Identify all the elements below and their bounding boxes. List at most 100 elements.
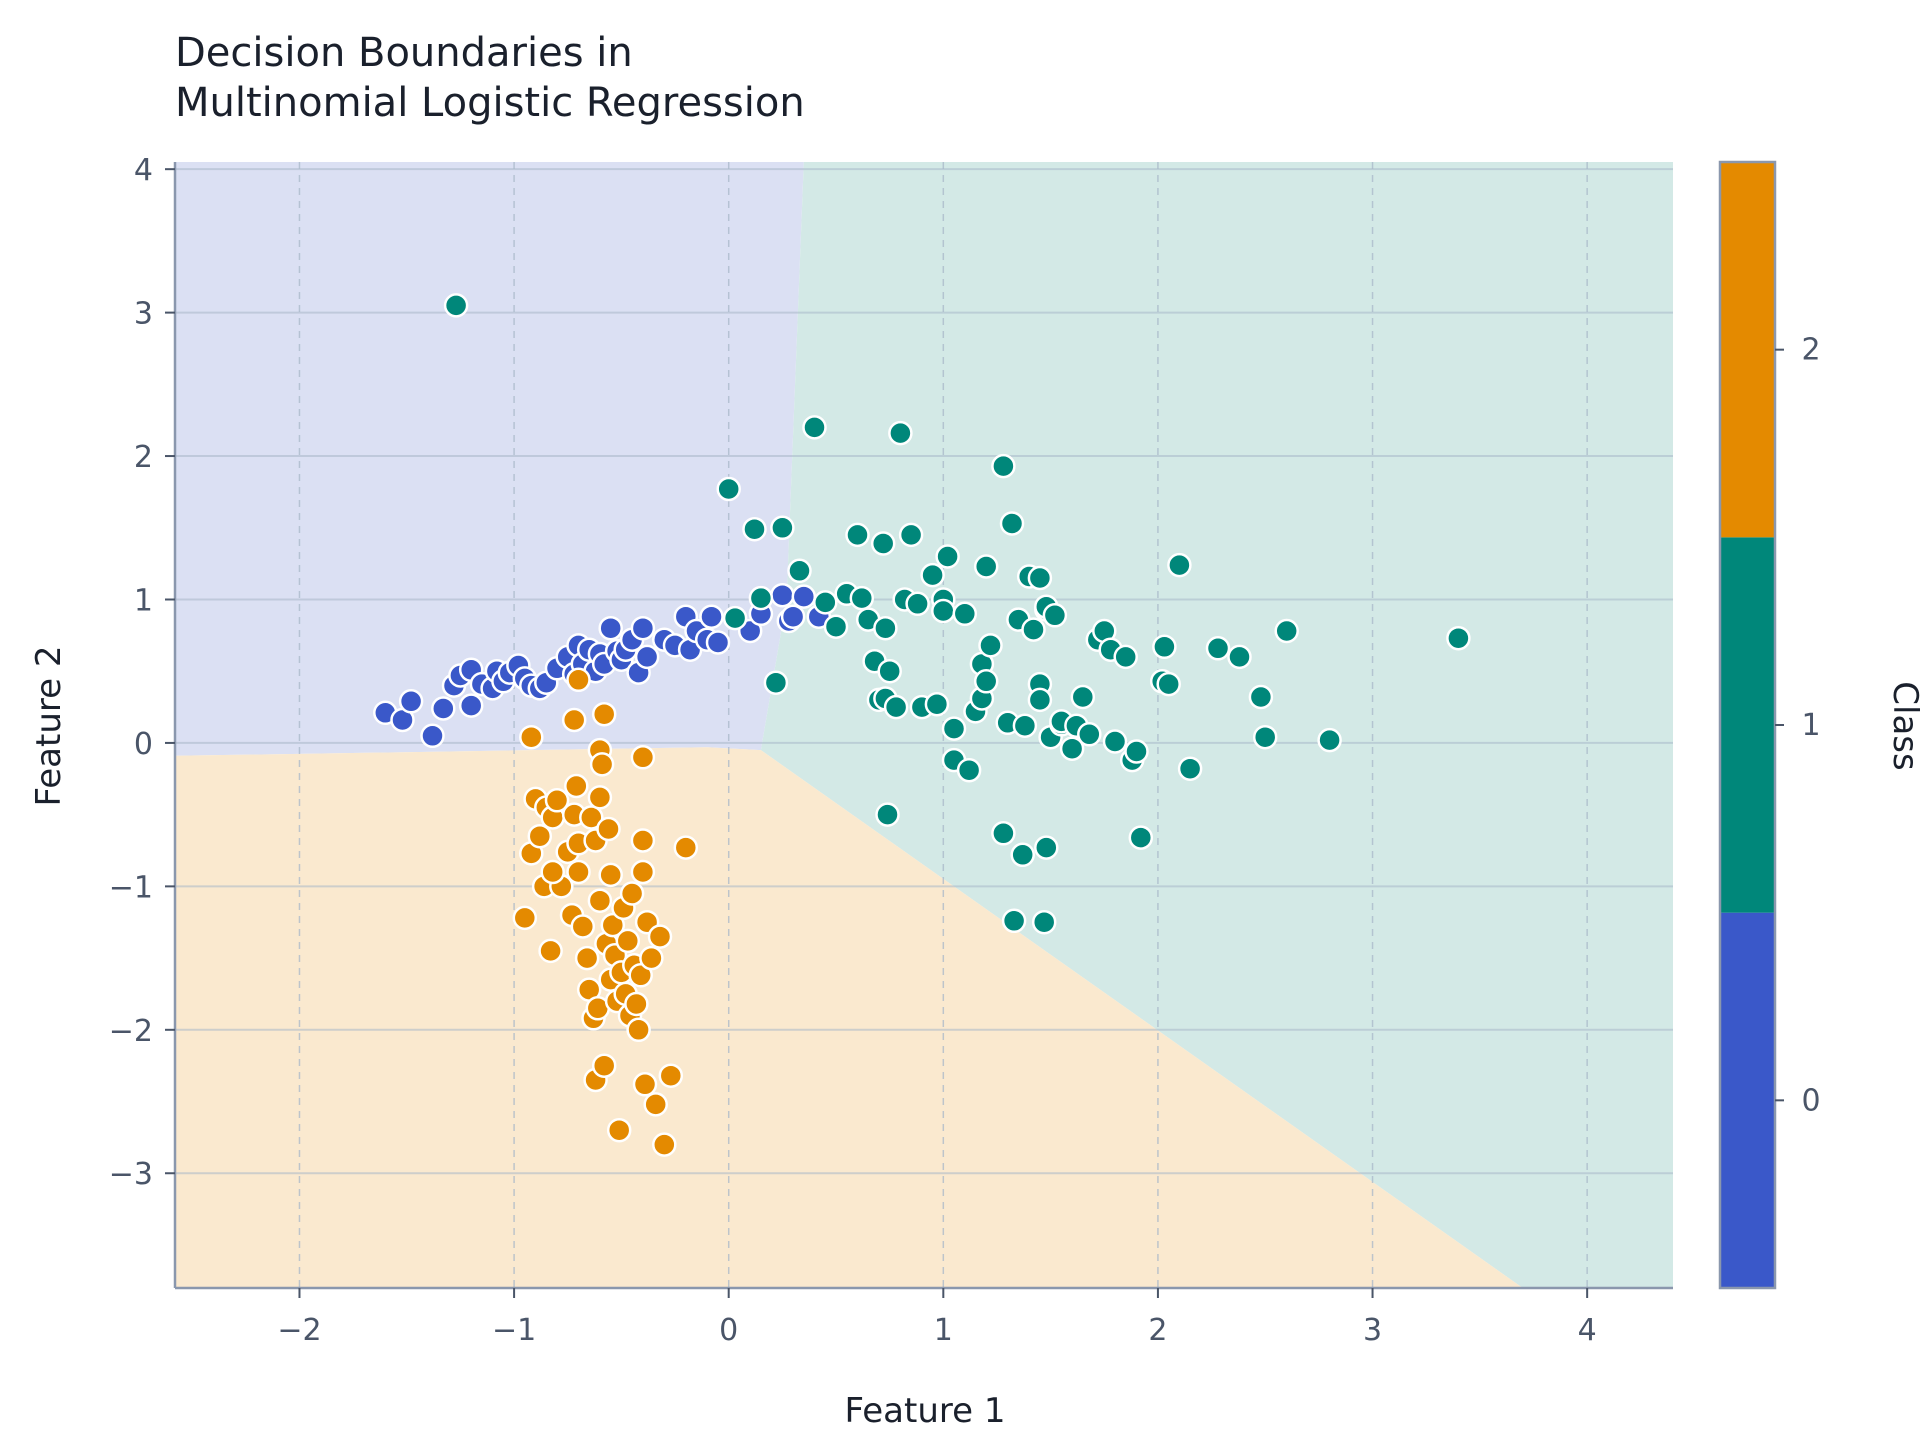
scatter-point-class-0 xyxy=(699,604,724,629)
scatter-point-class-1 xyxy=(845,522,870,548)
scatter-point-class-1 xyxy=(1205,636,1231,661)
scatter-point-class-0 xyxy=(634,644,660,670)
scatter-point-class-1 xyxy=(1077,722,1102,747)
y-tick-label: −3 xyxy=(109,1157,153,1192)
scatter-point-class-2 xyxy=(566,667,591,693)
scatter-point-class-1 xyxy=(1248,684,1274,710)
scatter-point-class-1 xyxy=(973,554,999,579)
y-tick-label: 2 xyxy=(134,440,153,475)
scatter-point-class-2 xyxy=(540,859,565,885)
decision-region-class-1 xyxy=(760,162,1673,1288)
scatter-point-class-2 xyxy=(639,945,664,971)
scatter-point-class-0 xyxy=(630,615,656,641)
scatter-point-class-0 xyxy=(398,689,424,714)
scatter-point-class-2 xyxy=(630,859,656,885)
scatter-point-class-1 xyxy=(770,515,795,541)
y-axis-label: Feature 2 xyxy=(29,646,69,807)
scatter-point-class-2 xyxy=(591,701,617,727)
x-tick-label: 0 xyxy=(719,1313,738,1348)
colorbar-segment-class-2 xyxy=(1720,162,1775,538)
scatter-point-class-1 xyxy=(1059,736,1085,761)
grid-lines xyxy=(175,162,1673,1288)
scatter-point-class-1 xyxy=(941,716,967,741)
scatter-point-class-2 xyxy=(628,963,653,988)
scatter-point-class-2 xyxy=(596,816,621,842)
scatter-point-class-1 xyxy=(1113,644,1138,670)
scatter-point-class-1 xyxy=(716,476,741,502)
colorbar-ticks: 0 1 2 xyxy=(1775,333,1821,1118)
scatter-point-class-1 xyxy=(875,802,900,827)
scatter-point-class-1 xyxy=(1034,835,1059,860)
x-axis-label: Feature 1 xyxy=(845,1391,1006,1431)
x-tick-label: 4 xyxy=(1578,1313,1597,1348)
scatter-point-class-2 xyxy=(598,862,623,888)
scatter-point-class-2 xyxy=(647,924,673,949)
scatter-point-class-1 xyxy=(877,658,902,684)
scatter-point-class-2 xyxy=(624,991,649,1017)
scatter-point-class-1 xyxy=(924,691,950,717)
scatter-point-class-1 xyxy=(931,598,956,624)
scatter-point-class-1 xyxy=(748,585,774,611)
scatter-point-class-1 xyxy=(1102,729,1128,754)
y-tick-label: −1 xyxy=(109,870,153,905)
colorbar-segment-class-0 xyxy=(1720,912,1775,1288)
decision-regions xyxy=(175,162,1673,1288)
scatter-point-class-1 xyxy=(763,670,789,695)
scatter-point-class-0 xyxy=(705,630,731,655)
scatter-point-class-0 xyxy=(598,615,623,641)
scatter-point-class-1 xyxy=(999,511,1025,536)
scatter-point-class-1 xyxy=(1124,739,1149,764)
chart-title: Decision Boundaries in Multinomial Logis… xyxy=(175,30,805,126)
colorbar-segment-class-1 xyxy=(1720,537,1775,913)
scatter-point-class-0 xyxy=(431,696,456,721)
y-tick-label: 3 xyxy=(134,297,153,332)
scatter-point-class-1 xyxy=(870,531,896,556)
scatter-point-class-2 xyxy=(574,945,600,971)
scatter-point-class-1 xyxy=(905,591,930,617)
scatter-point-class-1 xyxy=(973,669,999,694)
scatter-point-class-1 xyxy=(991,821,1016,846)
scatter-point-class-2 xyxy=(652,1132,677,1157)
colorbar-label: Class xyxy=(1885,681,1920,770)
scatter-point-class-1 xyxy=(1027,565,1053,591)
scatter-point-class-1 xyxy=(1012,713,1038,738)
scatter-point-class-1 xyxy=(952,601,978,627)
scatter-point-class-2 xyxy=(561,707,587,733)
scatter-point-class-2 xyxy=(658,1063,684,1088)
scatter-point-class-2 xyxy=(619,881,645,906)
scatter-point-class-1 xyxy=(978,633,1003,658)
scatter-point-class-2 xyxy=(519,724,544,750)
x-tick-label: 3 xyxy=(1363,1313,1382,1348)
axes xyxy=(173,162,1673,1290)
scatter-point-class-1 xyxy=(722,605,748,631)
scatter-point-class-1 xyxy=(1042,603,1068,628)
scatter-point-class-1 xyxy=(813,590,838,615)
scatter-point-class-1 xyxy=(849,585,875,611)
y-tick-label: 1 xyxy=(134,583,153,618)
scatter-point-class-1 xyxy=(787,558,812,584)
scatter-point-class-1 xyxy=(920,562,945,588)
scatter-point-class-1 xyxy=(1167,552,1192,578)
scatter-point-class-1 xyxy=(1252,724,1278,750)
y-axis-ticks: 4 3 2 1 0 −1 −2 −3 xyxy=(109,153,175,1192)
scatter-point-class-1 xyxy=(1317,727,1342,753)
scatter-point-class-1 xyxy=(1152,634,1177,660)
scatter-point-class-0 xyxy=(458,693,484,718)
colorbar-tick-label: 2 xyxy=(1801,333,1820,368)
scatter-point-class-1 xyxy=(443,293,469,318)
scatter-point-class-2 xyxy=(566,859,591,885)
x-tick-label: 1 xyxy=(934,1313,953,1348)
scatter-point-class-1 xyxy=(823,614,849,639)
decision-region-class-2 xyxy=(175,747,1523,1288)
scatter-point-class-2 xyxy=(538,938,563,964)
scatter-point-class-1 xyxy=(802,415,827,440)
scatter-point-class-2 xyxy=(626,1017,651,1043)
scatter-point-class-1 xyxy=(1001,908,1027,934)
scatter-point-class-1 xyxy=(935,544,960,569)
colorbar-tick-label: 0 xyxy=(1801,1083,1820,1118)
scatter-point-class-1 xyxy=(898,522,924,548)
scatter-point-class-1 xyxy=(1031,909,1057,935)
scatter-point-class-0 xyxy=(791,584,817,609)
scatter-point-class-1 xyxy=(1156,671,1181,697)
